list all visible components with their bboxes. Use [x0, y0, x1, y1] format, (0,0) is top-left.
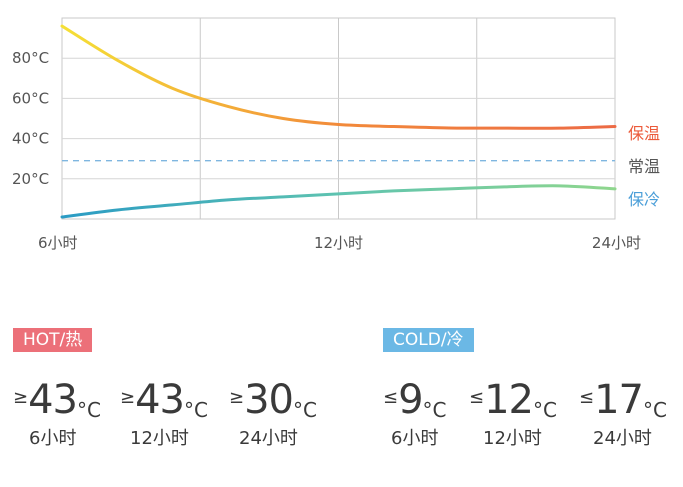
cold-readout-6h: ≤9°C 6小时: [383, 378, 493, 450]
period-label: 12小时: [130, 428, 189, 449]
legend-entry: 保温: [628, 124, 660, 143]
lte-symbol: ≤: [383, 387, 399, 408]
cold-value: 12: [484, 377, 534, 423]
legend-entry: 保冷: [628, 190, 660, 209]
x-tick-label: 6小时: [38, 234, 78, 252]
hot-value: 43: [135, 377, 185, 423]
gte-symbol: ≥: [13, 387, 29, 408]
cold-panel: COLD/冷 ≤9°C 6小时 ≤12°C 12小时 ≤17°C 24小时: [383, 328, 667, 449]
celsius-unit: °C: [184, 398, 208, 422]
hot-value: 43: [28, 377, 78, 423]
hot-readout-12h: ≥43°C 12小时: [120, 378, 230, 450]
lte-symbol: ≤: [579, 387, 595, 408]
celsius-unit: °C: [422, 398, 447, 422]
series-line-keep-cold: [60, 184, 617, 219]
period-label: 6小时: [29, 428, 77, 449]
lte-symbol: ≤: [469, 387, 485, 408]
y-tick-label: 60°C: [12, 89, 49, 107]
series: [60, 24, 617, 219]
hot-panel: HOT/热 ≥43°C 6小时 ≥43°C 12小时 ≥30°C 24小时: [13, 328, 317, 449]
cold-header: COLD/冷: [383, 328, 474, 352]
celsius-unit: °C: [533, 398, 557, 422]
y-axis: 80°C 60°C 40°C 20°C: [12, 49, 49, 188]
gte-symbol: ≥: [229, 387, 245, 408]
x-tick-label: 24小时: [592, 234, 641, 252]
hot-value: 30: [244, 377, 294, 423]
celsius-unit: °C: [77, 398, 101, 422]
hot-readout-6h: ≥43°C 6小时: [13, 378, 123, 450]
celsius-unit: °C: [293, 398, 317, 422]
cold-value: 9: [398, 377, 423, 423]
celsius-unit: °C: [643, 398, 667, 422]
period-label: 24小时: [239, 428, 298, 449]
series-line-keep-warm: [60, 24, 617, 130]
x-tick-label: 12小时: [314, 234, 363, 252]
period-label: 12小时: [483, 428, 542, 449]
x-axis: 6小时 12小时 24小时: [38, 234, 641, 252]
period-label: 24小时: [593, 428, 652, 449]
cold-readout-24h: ≤17°C 24小时: [579, 378, 683, 450]
hot-header: HOT/热: [13, 328, 93, 352]
period-label: 6小时: [391, 428, 439, 449]
y-tick-label: 80°C: [12, 49, 49, 67]
cold-value: 17: [594, 377, 644, 423]
legend-entry: 常温: [628, 157, 660, 176]
hot-readout-24h: ≥30°C 24小时: [229, 378, 339, 450]
gte-symbol: ≥: [120, 387, 136, 408]
y-tick-label: 40°C: [12, 130, 49, 148]
cold-readout-12h: ≤12°C 12小时: [469, 378, 579, 450]
grid: [61, 17, 616, 220]
y-tick-label: 20°C: [12, 170, 49, 188]
